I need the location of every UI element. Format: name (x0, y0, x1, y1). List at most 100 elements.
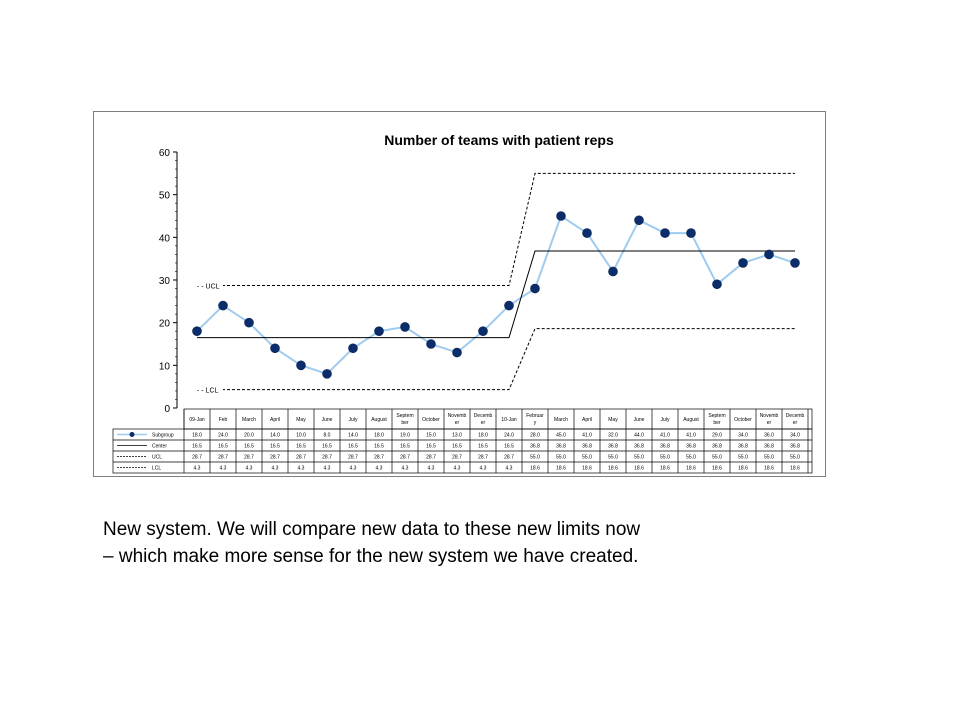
table-cell: 29.0 (712, 433, 722, 439)
table-cell: 18.0 (374, 433, 384, 439)
data-point (218, 300, 228, 311)
category-label: July (349, 417, 358, 423)
table-cell: 41.0 (660, 433, 670, 439)
table-cell: 4.3 (220, 466, 227, 472)
table-cell: 41.0 (686, 433, 696, 439)
table-cell: 18.6 (660, 466, 670, 472)
table-cell: 18.0 (478, 433, 488, 439)
data-point (582, 228, 592, 238)
table-cell: 28.7 (452, 455, 462, 461)
legend-label-center: Center (152, 444, 167, 450)
data-point (738, 258, 748, 268)
category-label: Decemb er (474, 413, 493, 426)
table-cell: 55.0 (530, 455, 540, 461)
legend-label-ucl: UCL (152, 455, 162, 461)
legend-label-subgroup: Subgroup (152, 433, 174, 439)
table-cell: 18.6 (712, 466, 722, 472)
table-cell: 34.0 (738, 433, 748, 439)
table-cell: 18.6 (582, 466, 592, 472)
axes: 0 10 20 30 40 50 60 (159, 148, 178, 415)
category-label: October (422, 417, 440, 423)
legend-label-lcl: LCL (152, 466, 161, 472)
table-cell: 14.0 (270, 433, 280, 439)
table-cell: 4.3 (376, 466, 383, 472)
label-bg (195, 384, 223, 395)
table-cell: 36.8 (686, 444, 696, 450)
table-cell: 28.7 (374, 455, 384, 461)
table-cell: 55.0 (556, 455, 566, 461)
table-cell: 36.8 (608, 444, 618, 450)
table-cell: 36.8 (556, 444, 566, 450)
table-cell: 10.0 (296, 433, 306, 439)
category-label: June (634, 417, 645, 423)
table-cell: 13.0 (452, 433, 462, 439)
table-cell: 4.3 (480, 466, 487, 472)
y-tick-label: 30 (159, 276, 171, 287)
category-label: Septem ber (708, 413, 725, 426)
table-cell: 18.6 (764, 466, 774, 472)
y-tick-label: 40 (159, 233, 171, 244)
table-cell: 4.3 (506, 466, 513, 472)
table-cell: 16.5 (374, 444, 384, 450)
table-cell: 16.5 (504, 444, 514, 450)
table-cell: 18.6 (738, 466, 748, 472)
table-cell: 36.8 (660, 444, 670, 450)
caption-line-1: New system. We will compare new data to … (103, 519, 641, 540)
y-tick-label: 10 (159, 361, 171, 372)
category-label: July (661, 417, 670, 423)
data-point (790, 258, 800, 268)
label-bg (195, 280, 223, 291)
y-tick-label: 60 (159, 148, 171, 159)
chart-frame: Number of teams with patient reps 0 10 20 3… (93, 111, 826, 477)
data-point (634, 215, 644, 226)
table-cell: 55.0 (686, 455, 696, 461)
table-cell: 45.0 (556, 433, 566, 439)
table-cell: 36.0 (764, 433, 774, 439)
table-cell: 16.5 (348, 444, 358, 450)
table-cell: 36.8 (582, 444, 592, 450)
table-cell: 28.7 (244, 455, 254, 461)
data-table: 09-Jan Feb March April May June July August Sept… (112, 408, 813, 474)
table-cell: 55.0 (582, 455, 592, 461)
table-cell: 20.0 (244, 433, 254, 439)
series-line-center (197, 250, 795, 339)
category-label: March (554, 417, 568, 423)
table-cell: 36.8 (790, 444, 800, 450)
table-cell: 32.0 (608, 433, 618, 439)
table-cell: 16.5 (218, 444, 228, 450)
data-point (478, 326, 488, 336)
table-cell: 4.3 (454, 466, 461, 472)
table-cell: 55.0 (712, 455, 722, 461)
table-cell: 55.0 (608, 455, 618, 461)
table-cell: 24.0 (218, 433, 228, 439)
table-cell: 28.7 (270, 455, 280, 461)
legend-marker-subgroup (129, 432, 135, 437)
table-cell: 16.5 (400, 444, 410, 450)
series-line-ucl (197, 172, 795, 287)
series-markers (192, 211, 800, 379)
category-label: August (683, 417, 699, 423)
table-cell: 36.8 (712, 444, 722, 450)
category-label: Novemb er (448, 413, 467, 426)
table-cell: 18.6 (790, 466, 800, 472)
table-cell: 36.8 (764, 444, 774, 450)
table-cell: 18.6 (686, 466, 696, 472)
data-point (400, 322, 410, 332)
table-cell: 4.3 (246, 466, 253, 472)
category-label: August (371, 417, 387, 423)
table-cell: 28.7 (400, 455, 410, 461)
data-point (608, 266, 618, 277)
table-cell: 4.3 (402, 466, 409, 472)
series-lines: - - UCL - - LCL (195, 172, 796, 395)
data-point (348, 343, 358, 354)
table-cell: 55.0 (790, 455, 800, 461)
data-point (686, 228, 696, 238)
table-cell: 44.0 (634, 433, 644, 439)
data-point (504, 300, 514, 311)
table-cell: 16.5 (192, 444, 202, 450)
caption-line-2: – which make more sense for the new syst… (103, 546, 639, 567)
table-cell: 4.3 (350, 466, 357, 472)
table-cell: 18.6 (608, 466, 618, 472)
data-point (192, 326, 202, 336)
table-cell: 14.0 (348, 433, 358, 439)
